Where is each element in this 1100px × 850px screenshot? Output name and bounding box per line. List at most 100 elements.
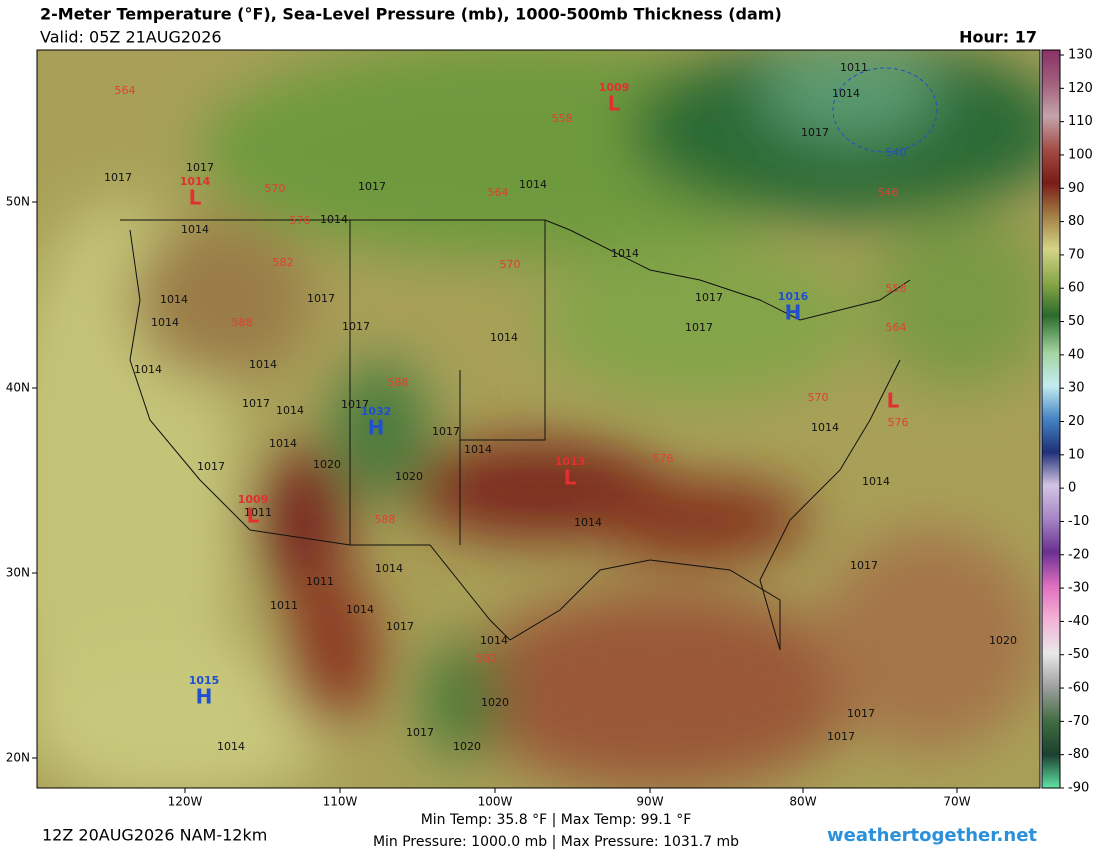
- center-value: 1015: [189, 674, 220, 687]
- isobar-label: 1017: [242, 397, 270, 410]
- thickness-label: 582: [477, 652, 498, 665]
- isobar-label: 1017: [104, 171, 132, 184]
- isobar-label: 1014: [519, 178, 547, 191]
- isobar-label: 1011: [270, 599, 298, 612]
- colorbar-label: -80: [1068, 747, 1089, 762]
- colorbar-label: 130: [1068, 48, 1093, 63]
- colorbar-label: -70: [1068, 714, 1089, 729]
- thickness-label: 540: [886, 146, 907, 159]
- thickness-label: 576: [653, 452, 674, 465]
- colorbar-label: 70: [1068, 247, 1085, 262]
- model-run: 12Z 20AUG2026 NAM-12km: [42, 826, 267, 845]
- center-letter: H: [196, 685, 213, 709]
- colorbar-label: -10: [1068, 514, 1089, 529]
- thickness-label: 588: [232, 316, 253, 329]
- isobar-label: 1017: [801, 126, 829, 139]
- isobar-label: 1014: [269, 437, 297, 450]
- thickness-label: 576: [290, 214, 311, 227]
- map-frame: [36, 49, 1041, 789]
- isobar-label: 1017: [358, 180, 386, 193]
- temp-stats: Min Temp: 35.8 °F | Max Temp: 99.1 °F: [421, 812, 692, 828]
- center-value: 1013: [555, 455, 586, 468]
- map-field: [37, 50, 1040, 788]
- lon-label: 80W: [789, 795, 816, 809]
- isobar-label: 1017: [432, 425, 460, 438]
- colorbar-label: 90: [1068, 181, 1085, 196]
- isobar-label: 1011: [244, 506, 272, 519]
- colorbar-label: -20: [1068, 547, 1089, 562]
- lat-label: 50N: [6, 195, 30, 209]
- isobar-label: 1014: [574, 516, 602, 529]
- isobar-label: 1014: [490, 331, 518, 344]
- isobar-label: 1017: [685, 321, 713, 334]
- center-value: 1014: [180, 175, 211, 188]
- isobar-label: 1014: [276, 404, 304, 417]
- isobar-label: 1014: [464, 443, 492, 456]
- pressure-stats: Min Pressure: 1000.0 mb | Max Pressure: …: [373, 834, 739, 850]
- colorbar-label: 0: [1068, 481, 1076, 496]
- forecast-hour: Hour: 17: [959, 28, 1037, 47]
- center-letter: H: [785, 301, 802, 325]
- isobar-label: 1014: [134, 363, 162, 376]
- center-letter: L: [608, 92, 621, 116]
- isobar-label: 1011: [306, 575, 334, 588]
- thickness-label: 558: [886, 282, 907, 295]
- lat-label: 40N: [6, 381, 30, 395]
- isobar-label: 1017: [342, 320, 370, 333]
- center-letter: L: [189, 186, 202, 210]
- isobar-label: 1014: [611, 247, 639, 260]
- colorbar: [1041, 49, 1061, 789]
- thickness-label: 582: [273, 256, 294, 269]
- lon-label: 100W: [478, 795, 513, 809]
- thickness-label: 570: [808, 391, 829, 404]
- isobar-label: 1017: [197, 460, 225, 473]
- lon-label: 110W: [323, 795, 358, 809]
- colorbar-label: 30: [1068, 381, 1085, 396]
- center-value: 1009: [238, 493, 269, 506]
- colorbar-label: -30: [1068, 581, 1089, 596]
- isobar-label: 1014: [862, 475, 890, 488]
- thickness-label: 588: [388, 376, 409, 389]
- colorbar-label: 10: [1068, 447, 1085, 462]
- isobar-label: 1017: [695, 291, 723, 304]
- isobar-label: 1017: [847, 707, 875, 720]
- colorbar-label: -50: [1068, 647, 1089, 662]
- isobar-label: 1020: [395, 470, 423, 483]
- thickness-label: 564: [488, 186, 509, 199]
- isobar-label: 1014: [375, 562, 403, 575]
- isobar-label: 1014: [217, 740, 245, 753]
- isobar-label: 1014: [181, 223, 209, 236]
- lon-label: 70W: [943, 795, 970, 809]
- isobar-label: 1017: [850, 559, 878, 572]
- thickness-label: 570: [265, 182, 286, 195]
- colorbar-label: 60: [1068, 281, 1085, 296]
- isobar-label: 1017: [386, 620, 414, 633]
- lon-label: 120W: [168, 795, 203, 809]
- site: weathertogether.net: [827, 825, 1037, 846]
- isobar-label: 1017: [827, 730, 855, 743]
- colorbar-label: 20: [1068, 414, 1085, 429]
- lat-label: 20N: [6, 751, 30, 765]
- thickness-label: 576: [888, 416, 909, 429]
- thickness-label: 564: [115, 84, 136, 97]
- isobar-label: 1014: [151, 316, 179, 329]
- valid-time: Valid: 05Z 21AUG2026: [40, 28, 222, 47]
- isobar-label: 1020: [313, 458, 341, 471]
- thickness-label: 546: [878, 186, 899, 199]
- isobar-label: 1014: [160, 293, 188, 306]
- isobar-label: 1011: [840, 61, 868, 74]
- title: 2-Meter Temperature (°F), Sea-Level Pres…: [40, 5, 782, 24]
- isobar-label: 1017: [341, 398, 369, 411]
- isobar-label: 1017: [186, 161, 214, 174]
- colorbar-label: 80: [1068, 214, 1085, 229]
- isobar-label: 1020: [989, 634, 1017, 647]
- isobar-label: 1014: [249, 358, 277, 371]
- isobar-label: 1020: [453, 740, 481, 753]
- center-letter: H: [368, 416, 385, 440]
- thickness-label: 564: [886, 321, 907, 334]
- center-letter: L: [887, 389, 900, 413]
- center-value: 1009: [599, 81, 630, 94]
- isobar-label: 1014: [811, 421, 839, 434]
- center-letter: L: [564, 466, 577, 490]
